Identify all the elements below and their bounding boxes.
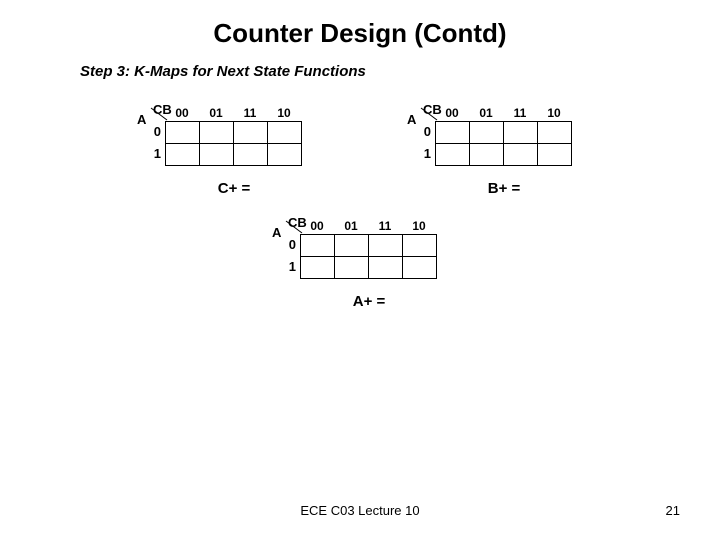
kmap-cell <box>369 235 403 257</box>
kmap-cell <box>301 257 335 279</box>
kmap-cell <box>436 122 470 144</box>
equation-c-plus: C+ = <box>135 180 315 197</box>
col-variable-label: CB <box>423 102 442 117</box>
equation-b-plus: B+ = <box>405 180 585 197</box>
kmap-c-plus: CB A 00 01 11 10 0 1 C+ = <box>135 106 315 197</box>
kmap-bottom-row: CB A 00 01 11 10 0 1 A+ = <box>0 219 720 310</box>
kmap-cell <box>301 235 335 257</box>
row-label-1: 1 <box>149 146 161 161</box>
col-header-11: 11 <box>233 106 267 121</box>
kmap-grid <box>435 121 572 166</box>
row-label-1: 1 <box>284 259 296 274</box>
row-variable-label: A <box>137 112 146 127</box>
col-header-01: 01 <box>334 219 368 234</box>
col-variable-label: CB <box>288 215 307 230</box>
kmap-cell <box>470 122 504 144</box>
row-label-0: 0 <box>284 237 296 252</box>
col-header-11: 11 <box>503 106 537 121</box>
kmap-cell <box>200 144 234 166</box>
kmap-a-plus: CB A 00 01 11 10 0 1 A+ = <box>270 219 450 310</box>
kmap-cell <box>403 257 437 279</box>
footer-text: ECE C03 Lecture 10 <box>0 503 720 518</box>
row-label-0: 0 <box>149 124 161 139</box>
kmap-grid <box>300 234 437 279</box>
row-label-1: 1 <box>419 146 431 161</box>
kmap-cell <box>470 144 504 166</box>
kmap-cell <box>436 144 470 166</box>
kmap-top-row: CB A 00 01 11 10 0 1 C+ = CB A 00 01 11 … <box>0 106 720 197</box>
col-variable-label: CB <box>153 102 172 117</box>
kmap-grid <box>165 121 302 166</box>
kmap-cell <box>504 144 538 166</box>
kmap-cell <box>403 235 437 257</box>
column-headers: 00 01 11 10 <box>165 106 315 121</box>
kmap-cell <box>268 144 302 166</box>
kmap-cell <box>234 122 268 144</box>
row-variable-label: A <box>407 112 416 127</box>
col-header-10: 10 <box>267 106 301 121</box>
kmap-cell <box>234 144 268 166</box>
row-label-0: 0 <box>419 124 431 139</box>
kmap-cell <box>166 122 200 144</box>
kmap-b-plus: CB A 00 01 11 10 0 1 B+ = <box>405 106 585 197</box>
kmap-cell <box>538 144 572 166</box>
col-header-11: 11 <box>368 219 402 234</box>
column-headers: 00 01 11 10 <box>435 106 585 121</box>
kmap-cell <box>335 235 369 257</box>
step-subtitle: Step 3: K-Maps for Next State Functions <box>0 49 720 80</box>
kmap-cell <box>538 122 572 144</box>
kmap-cell <box>200 122 234 144</box>
page-number: 21 <box>666 503 680 518</box>
kmap-cell <box>504 122 538 144</box>
col-header-01: 01 <box>469 106 503 121</box>
slide-title: Counter Design (Contd) <box>0 0 720 49</box>
equation-a-plus: A+ = <box>270 293 450 310</box>
col-header-01: 01 <box>199 106 233 121</box>
kmap-cell <box>166 144 200 166</box>
col-header-10: 10 <box>537 106 571 121</box>
column-headers: 00 01 11 10 <box>300 219 450 234</box>
col-header-10: 10 <box>402 219 436 234</box>
kmap-cell <box>268 122 302 144</box>
row-variable-label: A <box>272 225 281 240</box>
kmap-cell <box>369 257 403 279</box>
kmap-cell <box>335 257 369 279</box>
